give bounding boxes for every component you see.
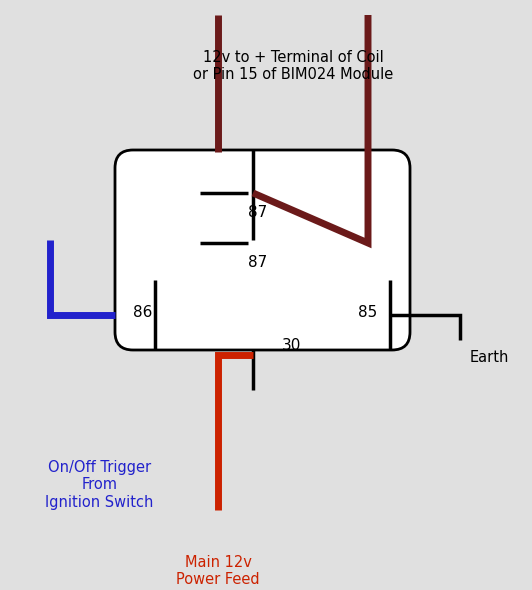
Text: Main 12v
Power Feed
(Use Fuse): Main 12v Power Feed (Use Fuse): [176, 555, 260, 590]
Text: 12v to + Terminal of Coil
or Pin 15 of BIM024 Module: 12v to + Terminal of Coil or Pin 15 of B…: [193, 50, 393, 83]
Text: 86: 86: [133, 305, 152, 320]
FancyBboxPatch shape: [115, 150, 410, 350]
Text: 87: 87: [248, 205, 267, 220]
Text: 85: 85: [358, 305, 377, 320]
Text: 30: 30: [282, 338, 301, 353]
Text: Earth: Earth: [470, 350, 509, 365]
Text: 87: 87: [248, 255, 267, 270]
Text: On/Off Trigger
From
Ignition Switch: On/Off Trigger From Ignition Switch: [45, 460, 153, 510]
